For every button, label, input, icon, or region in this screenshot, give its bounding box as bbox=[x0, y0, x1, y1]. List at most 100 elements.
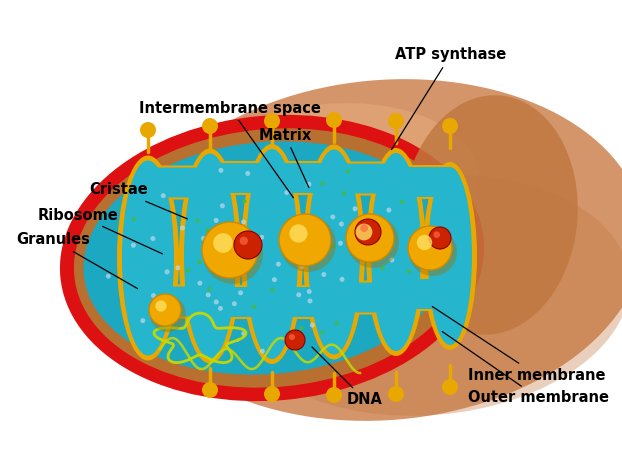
Text: Outer membrane: Outer membrane bbox=[442, 332, 609, 406]
Ellipse shape bbox=[284, 234, 289, 239]
Ellipse shape bbox=[402, 95, 578, 335]
Ellipse shape bbox=[289, 225, 308, 243]
Ellipse shape bbox=[280, 216, 336, 272]
Ellipse shape bbox=[186, 268, 190, 273]
Text: Matrix: Matrix bbox=[258, 128, 312, 188]
Ellipse shape bbox=[179, 148, 241, 364]
Ellipse shape bbox=[407, 269, 411, 274]
Ellipse shape bbox=[252, 304, 256, 309]
Ellipse shape bbox=[245, 171, 250, 176]
Ellipse shape bbox=[299, 326, 304, 330]
Ellipse shape bbox=[292, 260, 296, 264]
Ellipse shape bbox=[300, 264, 305, 269]
Ellipse shape bbox=[246, 149, 298, 359]
Ellipse shape bbox=[310, 322, 315, 328]
Ellipse shape bbox=[232, 301, 237, 306]
Ellipse shape bbox=[434, 231, 440, 238]
Ellipse shape bbox=[151, 293, 156, 298]
Ellipse shape bbox=[218, 306, 223, 311]
Ellipse shape bbox=[429, 227, 451, 249]
Ellipse shape bbox=[399, 200, 404, 204]
Ellipse shape bbox=[423, 162, 477, 350]
Ellipse shape bbox=[360, 224, 368, 232]
Ellipse shape bbox=[202, 222, 258, 278]
Ellipse shape bbox=[326, 387, 342, 403]
Text: Cristae: Cristae bbox=[89, 182, 187, 219]
Ellipse shape bbox=[330, 214, 335, 219]
Ellipse shape bbox=[150, 296, 186, 332]
Ellipse shape bbox=[264, 113, 280, 129]
Ellipse shape bbox=[214, 299, 219, 304]
Ellipse shape bbox=[303, 145, 365, 359]
Ellipse shape bbox=[347, 216, 399, 268]
Ellipse shape bbox=[346, 214, 394, 262]
Ellipse shape bbox=[205, 228, 210, 232]
Ellipse shape bbox=[285, 330, 305, 350]
Ellipse shape bbox=[260, 349, 265, 354]
Ellipse shape bbox=[320, 330, 325, 334]
Ellipse shape bbox=[388, 113, 404, 129]
Ellipse shape bbox=[197, 260, 202, 264]
Ellipse shape bbox=[106, 274, 111, 279]
Ellipse shape bbox=[322, 272, 327, 277]
Ellipse shape bbox=[442, 118, 458, 134]
FancyBboxPatch shape bbox=[146, 166, 212, 199]
Ellipse shape bbox=[218, 168, 223, 173]
Ellipse shape bbox=[165, 269, 170, 274]
Ellipse shape bbox=[259, 235, 264, 240]
Ellipse shape bbox=[346, 169, 350, 174]
Ellipse shape bbox=[272, 277, 277, 282]
Ellipse shape bbox=[184, 153, 236, 359]
FancyBboxPatch shape bbox=[208, 286, 274, 318]
Ellipse shape bbox=[201, 236, 206, 241]
Ellipse shape bbox=[417, 235, 432, 250]
Ellipse shape bbox=[243, 254, 248, 259]
Text: ATP synthase: ATP synthase bbox=[391, 48, 506, 150]
FancyBboxPatch shape bbox=[270, 286, 336, 318]
Text: Inner membrane: Inner membrane bbox=[432, 306, 605, 383]
Ellipse shape bbox=[220, 203, 225, 208]
Ellipse shape bbox=[207, 287, 211, 291]
Ellipse shape bbox=[140, 122, 156, 138]
Ellipse shape bbox=[195, 219, 200, 223]
Ellipse shape bbox=[202, 118, 218, 134]
Ellipse shape bbox=[206, 292, 211, 298]
Ellipse shape bbox=[409, 228, 457, 276]
Ellipse shape bbox=[264, 386, 280, 402]
Ellipse shape bbox=[356, 224, 373, 240]
Ellipse shape bbox=[380, 266, 384, 270]
Text: DNA: DNA bbox=[312, 347, 383, 407]
Ellipse shape bbox=[279, 214, 331, 266]
Ellipse shape bbox=[326, 112, 342, 128]
Ellipse shape bbox=[180, 225, 185, 231]
Ellipse shape bbox=[428, 167, 472, 345]
Ellipse shape bbox=[156, 310, 160, 314]
Ellipse shape bbox=[175, 265, 180, 270]
Ellipse shape bbox=[412, 256, 417, 261]
Ellipse shape bbox=[320, 181, 325, 186]
Ellipse shape bbox=[289, 334, 295, 340]
Ellipse shape bbox=[383, 234, 388, 238]
FancyBboxPatch shape bbox=[208, 162, 274, 194]
Ellipse shape bbox=[231, 174, 622, 416]
FancyBboxPatch shape bbox=[332, 281, 398, 314]
Ellipse shape bbox=[338, 241, 343, 246]
Ellipse shape bbox=[408, 226, 452, 270]
Ellipse shape bbox=[355, 219, 381, 245]
Text: Ribosome: Ribosome bbox=[37, 207, 162, 254]
Ellipse shape bbox=[213, 266, 217, 270]
Ellipse shape bbox=[241, 219, 246, 225]
Ellipse shape bbox=[149, 294, 181, 326]
Ellipse shape bbox=[270, 288, 274, 292]
Ellipse shape bbox=[339, 221, 344, 226]
Ellipse shape bbox=[389, 257, 394, 262]
Ellipse shape bbox=[342, 191, 346, 195]
Ellipse shape bbox=[238, 290, 243, 295]
Ellipse shape bbox=[151, 236, 156, 241]
Ellipse shape bbox=[74, 128, 470, 388]
Ellipse shape bbox=[442, 379, 458, 395]
Ellipse shape bbox=[122, 160, 174, 355]
Ellipse shape bbox=[353, 207, 358, 211]
Ellipse shape bbox=[117, 156, 179, 360]
FancyBboxPatch shape bbox=[146, 286, 212, 317]
